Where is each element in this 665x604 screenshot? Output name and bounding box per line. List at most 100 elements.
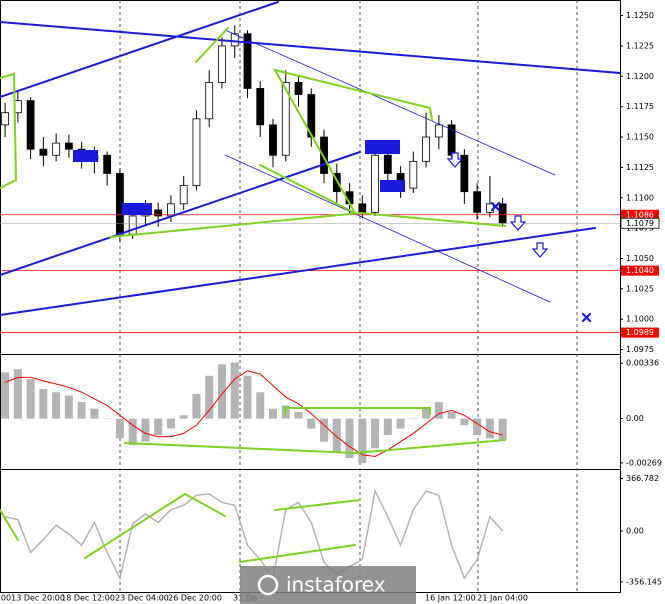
histogram-bar <box>103 418 112 420</box>
indicator-line <box>4 488 504 581</box>
histogram-bar <box>154 418 163 436</box>
histogram-bar <box>166 418 175 429</box>
y-tick-label: 0.00336 <box>626 359 659 368</box>
channel-line <box>224 29 556 176</box>
down-arrow <box>446 152 464 168</box>
cross-marker <box>490 201 501 212</box>
histogram-bar <box>192 393 201 419</box>
histogram-bar <box>179 415 188 419</box>
x-tick-label: 13 Dec 20:00 <box>11 594 65 603</box>
histogram-bar <box>230 362 239 419</box>
level-label: 1.1086 <box>626 210 654 219</box>
candle-body <box>167 203 175 217</box>
pattern-line <box>273 68 433 214</box>
level-label-box <box>621 209 659 220</box>
histogram-bar <box>90 408 99 419</box>
y-tick-label: -356.145 <box>626 577 662 586</box>
divergence-line <box>274 499 361 511</box>
last-price-label: 1.1079 <box>626 219 654 228</box>
divergence-line <box>284 407 431 415</box>
level-label: 1.1040 <box>626 266 654 275</box>
histogram-bar <box>141 418 150 442</box>
histogram-bar <box>422 408 431 419</box>
histogram-bar <box>39 388 48 419</box>
candle-body <box>473 191 482 213</box>
histogram-bar <box>243 375 252 419</box>
y-tick-label: 1.1025 <box>626 284 654 293</box>
watermark-logo <box>257 574 279 596</box>
y-tick-label: -0.00269 <box>626 458 662 467</box>
candle-body <box>154 209 163 217</box>
histogram-bar <box>320 418 329 442</box>
histogram-bar <box>1 372 10 419</box>
y-tick-label: 1.1175 <box>626 102 654 111</box>
candle-body <box>52 142 61 156</box>
candle-body <box>294 81 303 95</box>
pattern-line <box>259 164 356 214</box>
candle-body <box>269 124 277 156</box>
last-price-box <box>620 217 660 229</box>
histogram-bar <box>409 418 418 420</box>
level-label-box <box>621 327 659 338</box>
candle-body <box>485 203 494 213</box>
cross-marker <box>581 312 592 323</box>
histogram-bar <box>498 418 507 440</box>
candle-body <box>243 33 252 89</box>
down-arrow <box>531 242 549 258</box>
y-tick-label: 1.1250 <box>626 11 654 20</box>
histogram-bar <box>26 379 35 419</box>
divergence-line <box>84 492 226 559</box>
candle-body <box>307 94 316 138</box>
marks: 1.1250 1.1225 1.1200 1.1175 1.1150 1.1125 1.11… <box>0 11 662 603</box>
candle-body <box>460 154 469 193</box>
histogram-bar <box>256 392 265 419</box>
pattern-line <box>195 27 229 63</box>
signal-line <box>4 370 503 457</box>
x-tick-label: 16 Jan 12:00 <box>425 594 476 603</box>
frame <box>0 0 621 593</box>
zone-box <box>122 203 152 215</box>
y-tick-label: 0.00 <box>626 414 644 423</box>
candle-body <box>1 112 10 126</box>
candle-body <box>371 154 379 213</box>
zone-box <box>365 140 400 154</box>
histogram-bar <box>52 392 61 419</box>
down-arrow <box>509 215 527 231</box>
zone-box <box>73 150 98 162</box>
trend-line <box>0 1 279 98</box>
candle-body <box>320 136 328 174</box>
y-tick-label: 1.0975 <box>626 345 654 354</box>
histogram-bar <box>294 412 303 419</box>
candle-body <box>409 160 418 189</box>
trend-line <box>0 227 596 316</box>
candle-body <box>179 185 188 205</box>
candle-body <box>281 81 290 156</box>
histogram-bar <box>434 402 443 419</box>
watermark-text: instaforex <box>286 573 386 597</box>
histogram-bar <box>128 418 137 445</box>
candle-body <box>230 33 239 47</box>
candle-body <box>332 173 341 193</box>
histogram-bar <box>358 418 367 464</box>
trend-line <box>0 151 361 276</box>
candle-body <box>64 142 73 150</box>
period-separators <box>119 0 578 592</box>
level-label-box <box>621 265 659 276</box>
histogram-bar <box>115 418 124 439</box>
y-tick-label: 1.1225 <box>626 41 654 50</box>
histogram-bar <box>473 418 482 436</box>
candle-body <box>422 136 430 162</box>
y-tick-label: 0.00 <box>626 527 644 536</box>
candle-body <box>192 118 201 187</box>
x-tick-label: 26 Dec 20:00 <box>168 594 222 603</box>
y-tick-label: 1.1050 <box>626 254 654 263</box>
histogram-bar <box>205 375 214 419</box>
x-tick-label: 18 Dec 12:00 <box>61 594 115 603</box>
divergence-line <box>0 509 19 541</box>
histogram-bar <box>13 369 22 419</box>
watermark-box <box>240 566 416 604</box>
candle-body <box>256 88 265 126</box>
annotations <box>0 1 621 563</box>
divergence-line <box>239 544 356 563</box>
candle-body <box>434 124 443 138</box>
